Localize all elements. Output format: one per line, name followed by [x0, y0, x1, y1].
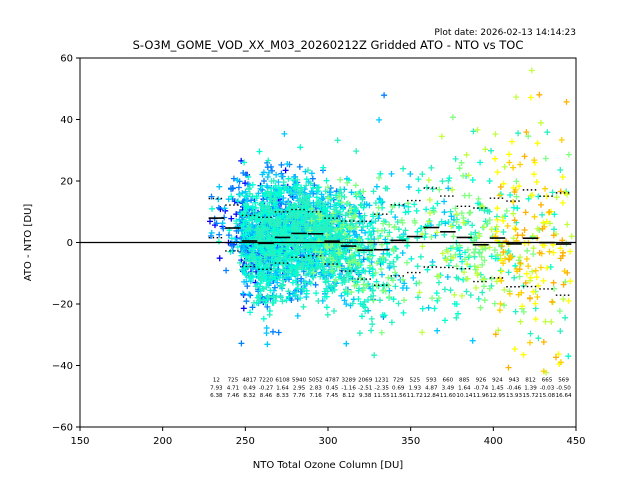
bin-count-label: 660 [443, 377, 454, 383]
bin-count-label: 926 [476, 377, 487, 383]
x-tick-label: 350 [401, 436, 420, 447]
bin-mean-label: -0.74 [474, 385, 489, 391]
y-tick-label: −40 [52, 361, 73, 372]
bin-count-label: 6108 [275, 377, 290, 383]
y-tick-label: 60 [60, 54, 73, 65]
x-tick-label: 150 [70, 436, 89, 447]
bin-sd-label: 8.46 [260, 393, 273, 399]
bin-mean-label: -0.46 [507, 385, 522, 391]
y-tick-label: 0 [67, 238, 73, 249]
bin-sd-label: 8.12 [342, 393, 354, 399]
bin-sd-label: 16.64 [556, 393, 572, 399]
bin-mean-label: 0.69 [392, 385, 405, 391]
bin-sd-label: 7.45 [326, 393, 339, 399]
bin-mean-label: 1.45 [491, 385, 504, 391]
bin-sd-label: 11.60 [440, 393, 456, 399]
bin-mean-label: 2.95 [293, 385, 306, 391]
bin-count-label: 665 [542, 377, 553, 383]
scatter-series-9 [492, 91, 571, 371]
bin-count-label: 812 [525, 377, 536, 383]
y-axis-ticks: −60 −40 −20 0 20 40 60 [52, 54, 80, 434]
bin-mean-label: -0.03 [540, 385, 555, 391]
bin-sd-label: 8.32 [243, 393, 255, 399]
bin-count-label: 885 [459, 377, 470, 383]
bin-sd-label: 12.84 [423, 393, 439, 399]
bin-sd-label: 11.72 [407, 393, 423, 399]
bin-sd-label: 9.38 [359, 393, 372, 399]
y-tick-label: −60 [52, 423, 73, 434]
bin-count-label: 525 [409, 377, 420, 383]
bin-sd-label: 10.14 [456, 393, 472, 399]
bin-sd-label: 6.38 [210, 393, 223, 399]
bin-mean-label: 1.93 [409, 385, 422, 391]
chart-title: S-O3M_GOME_VOD_XX_M03_20260212Z Gridded … [133, 38, 524, 52]
bin-count-label: 1231 [375, 377, 390, 383]
y-axis-label: ATO - NTO [DU] [23, 204, 34, 282]
bin-mean-label: 0.45 [326, 385, 339, 391]
bin-mean-label: -2.51 [358, 385, 373, 391]
bin-sd-label: 11.56 [390, 393, 406, 399]
plot-date: Plot date: 2026-02-13 14:14:23 [434, 28, 576, 38]
scatter-series-5 [307, 114, 572, 336]
bin-sd-label: 7.16 [309, 393, 322, 399]
bin-sd-label: 7.46 [227, 393, 240, 399]
bin-mean-label: -2.35 [374, 385, 389, 391]
bin-sd-label: 11.55 [374, 393, 390, 399]
x-axis-ticks: 150 200 250 300 350 400 450 [70, 427, 586, 447]
y-tick-label: 20 [60, 177, 73, 188]
bin-count-label: 12 [213, 377, 220, 383]
x-axis-label: NTO Total Ozone Column [DU] [253, 460, 403, 471]
bin-sd-label: 13.93 [506, 393, 522, 399]
bin-mean-label: 1.39 [524, 385, 537, 391]
bin-count-label: 3289 [342, 377, 357, 383]
bin-mean-label: 7.93 [210, 385, 223, 391]
bin-count-label: 569 [558, 377, 569, 383]
bin-mean-label: 2.83 [309, 385, 322, 391]
bin-count-label: 2069 [358, 377, 373, 383]
x-tick-label: 200 [153, 436, 172, 447]
x-tick-label: 400 [484, 436, 503, 447]
y-tick-label: 40 [60, 115, 73, 126]
bin-mean-label: 1.64 [458, 385, 471, 391]
x-tick-label: 450 [566, 436, 585, 447]
bin-count-label: 593 [426, 377, 437, 383]
bin-count-label: 943 [509, 377, 520, 383]
x-tick-label: 300 [318, 436, 337, 447]
bin-count-label: 7220 [259, 377, 274, 383]
x-tick-label: 250 [236, 436, 255, 447]
bin-sd-label: 8.33 [276, 393, 289, 399]
bin-sd-label: 15.08 [539, 393, 555, 399]
bin-mean-label: -0.50 [556, 385, 571, 391]
bin-count-label: 729 [393, 377, 404, 383]
bin-mean-label: -0.27 [259, 385, 274, 391]
bin-sd-label: 11.96 [473, 393, 489, 399]
bin-statistics-labels: 12 7.93 6.38 725 4.71 7.46 4817 0.49 8.32 7220 -0.… [210, 377, 572, 399]
bin-sd-label: 12.95 [489, 393, 505, 399]
y-tick-label: −20 [52, 300, 73, 311]
bin-sd-label: 15.72 [523, 393, 539, 399]
bin-mean-label: -1.16 [341, 385, 356, 391]
bin-mean-label: 4.87 [425, 385, 438, 391]
bin-count-label: 4817 [242, 377, 257, 383]
bin-count-label: 725 [228, 377, 239, 383]
bin-statistics [208, 187, 572, 296]
bin-mean-label: 3.49 [442, 385, 455, 391]
bin-count-label: 5940 [292, 377, 307, 383]
bin-mean-label: 1.64 [276, 385, 289, 391]
bin-count-label: 5052 [308, 377, 322, 383]
bin-mean-label: 0.49 [243, 385, 256, 391]
bin-sd-label: 7.76 [293, 393, 306, 399]
bin-count-label: 924 [492, 377, 503, 383]
bin-count-label: 4787 [325, 377, 340, 383]
bin-mean-label: 4.71 [227, 385, 240, 391]
